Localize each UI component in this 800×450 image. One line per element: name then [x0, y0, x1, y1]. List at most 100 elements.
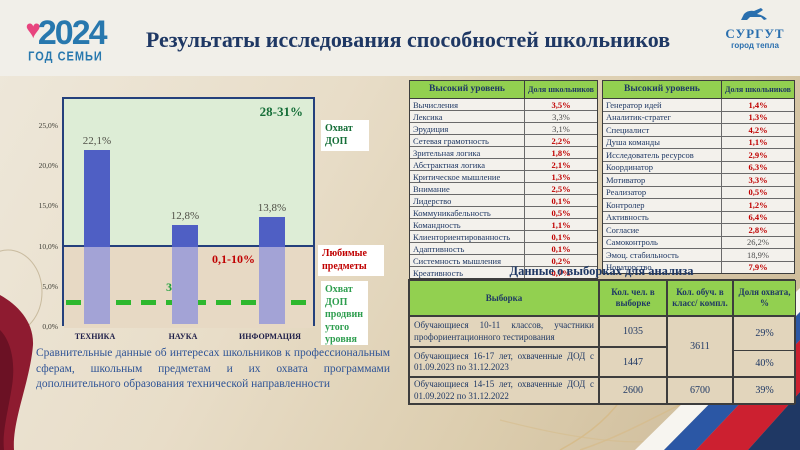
sample-rows-1-2-share: 29% 40%	[733, 316, 796, 377]
year-subtitle: ГОД СЕМЬИ	[28, 50, 103, 64]
bar-lower-информация	[259, 247, 285, 324]
row-label: Координатор	[606, 162, 653, 173]
column-header-class-count: Кол. обуч. в класс/ компл.	[667, 280, 733, 316]
table-body: Генератор идей 1,4% Аналитик-стратег 1,3% Сп…	[603, 99, 794, 273]
row-value: 3,3%	[524, 111, 597, 122]
legend-dop-advanced: Охват ДОП продвинутого уровня	[321, 281, 368, 345]
row-label: Специалист	[606, 124, 650, 135]
table-body: Вычисления 3,5% Лексика 3,3% Эрудиция 3,1% Сет…	[410, 99, 597, 278]
row-value: 1,1%	[524, 219, 597, 230]
row-value: 1,3%	[524, 171, 597, 182]
row-label: Новаторство	[606, 262, 652, 273]
table-row: Лексика 3,3%	[410, 110, 597, 122]
row-value: 2,9%	[721, 149, 794, 161]
plot-area: 28-31% 0,1-10% 3% 22,1%12,8%13,8%	[62, 97, 315, 328]
table-row: Командность 1,1%	[410, 218, 597, 230]
row-value: 3,5%	[524, 99, 597, 110]
table-row: Сетевая грамотность 2,2%	[410, 134, 597, 146]
table-row: Креативность 0,7%	[410, 266, 597, 278]
column-header-level: Высокий уровень	[624, 84, 700, 94]
table-row: Системность мышления 0,2%	[410, 254, 597, 266]
annotation-lower-zone: 0,1-10%	[212, 252, 255, 266]
row-label: Креативность	[413, 267, 463, 278]
row-value: 0,1%	[524, 243, 597, 254]
row-label: Эрудиция	[413, 123, 449, 134]
row-label: Реализатор	[606, 187, 647, 198]
heart-icon: ♥	[25, 14, 41, 44]
table-row: Абстрактная логика 2,1%	[410, 158, 597, 170]
table-row: Аналитик-стратег 1,3%	[603, 110, 794, 123]
roles-table: Высокий уровень Доля школьников Генерато…	[602, 80, 795, 274]
row-label: Эмоц. стабильность	[606, 249, 679, 260]
table-row: Новаторство 7,9%	[603, 260, 794, 273]
table-row: Мотиватор 3,3%	[603, 173, 794, 186]
row-value: 7,9%	[721, 261, 794, 273]
table-row: Внимание 2,5%	[410, 182, 597, 194]
table-row: Адаптивность 0,1%	[410, 242, 597, 254]
samples-table: Выборка Кол. чел. в выборке Кол. обуч. в…	[408, 279, 796, 405]
row-label: Мотиватор	[606, 174, 646, 185]
row-label: Исследователь ресурсов	[606, 149, 694, 160]
row-label: Контролер	[606, 199, 645, 210]
column-header-count: Кол. чел. в выборке	[599, 280, 667, 316]
table-header: Высокий уровень Доля школьников	[410, 81, 597, 99]
row-value: 1,1%	[721, 136, 794, 148]
samples-table-title: Данные о выборках для анализа	[509, 264, 694, 278]
column-header-level: Высокий уровень	[429, 84, 505, 94]
row-value: 18,9%	[721, 249, 794, 261]
row-value: 0,5%	[721, 186, 794, 198]
row-label: Вычисления	[413, 99, 458, 110]
bar-техника	[84, 150, 110, 247]
row-label: Командность	[413, 219, 461, 230]
sample-row-2-count: 1447	[599, 347, 667, 377]
table-row: Лидерство 0,1%	[410, 194, 597, 206]
column-header-sample: Выборка	[409, 280, 599, 316]
sample-row-1-label: Обучающиеся 10-11 классов, участники про…	[409, 316, 599, 347]
row-value: 3,3%	[721, 174, 794, 186]
row-value: 0,5%	[524, 207, 597, 218]
y-tick: 15,0%	[38, 201, 58, 211]
bar-value-label: 12,8%	[170, 210, 200, 223]
column-header-share: Доля школьников	[524, 81, 597, 98]
bar-lower-техника	[84, 247, 110, 324]
table-row: Координатор 6,3%	[603, 160, 794, 173]
annotation-upper-zone: 28-31%	[259, 104, 303, 119]
table-row: Специалист 4,2%	[603, 123, 794, 136]
row-value: 1,8%	[524, 147, 597, 158]
header-band	[0, 0, 800, 76]
row-label: Коммуникабельность	[413, 207, 491, 218]
row-value: 0,1%	[524, 231, 597, 242]
row-label: Сетевая грамотность	[413, 135, 489, 146]
row-value: 2,2%	[524, 135, 597, 146]
table-row: Коммуникабельность 0,5%	[410, 206, 597, 218]
table-row: Зрительная логика 1,8%	[410, 146, 597, 158]
row-label: Абстрактная логика	[413, 159, 486, 170]
sample-row-1-share: 29%	[734, 317, 795, 352]
row-label: Системность мышления	[413, 255, 502, 266]
y-tick: 25,0%	[38, 121, 58, 130]
row-label: Согласие	[606, 224, 640, 235]
sample-row-2-share: 40%	[755, 358, 774, 370]
y-tick: 20,0%	[38, 161, 58, 171]
row-label: Лидерство	[413, 195, 452, 206]
row-label: Внимание	[413, 183, 450, 194]
row-value: 0,7%	[524, 267, 597, 278]
page-title: Результаты исследования способностей шко…	[145, 27, 671, 52]
table-row: Душа команды 1,1%	[603, 135, 794, 148]
row-value: 2,5%	[524, 183, 597, 194]
row-value: 6,3%	[721, 161, 794, 173]
bar-chart: 25,0% 20,0% 15,0% 10,0% 5,0% 0,0% 28-31% 0,1-…	[32, 88, 404, 350]
table-row: Критическое мышление 1,3%	[410, 170, 597, 182]
row-value: 0,1%	[524, 195, 597, 206]
table-row: Клиенториентированность 0,1%	[410, 230, 597, 242]
city-tagline: город тепла	[731, 41, 779, 50]
sample-row-2-label: Обучающиеся 16-17 лет, охваченные ДОД с …	[409, 347, 599, 377]
row-label: Зрительная логика	[413, 147, 481, 158]
table-row: Согласие 2,8%	[603, 223, 794, 236]
row-value: 1,3%	[721, 111, 794, 123]
x-category-label: ИНФОРМАЦИЯ	[239, 332, 301, 341]
y-tick: 0,0%	[42, 322, 58, 331]
legend-favorite-subjects: Любимые предметы	[318, 245, 384, 276]
row-label: Адаптивность	[413, 243, 465, 254]
sample-row-3-class-count: 6700	[667, 377, 733, 404]
